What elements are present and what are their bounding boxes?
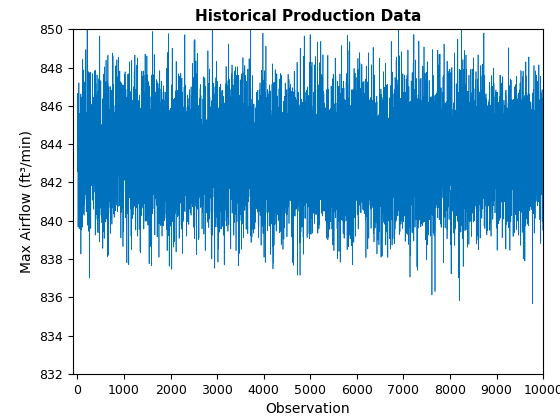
Y-axis label: Max Airflow (ft³/min): Max Airflow (ft³/min) (20, 130, 34, 273)
X-axis label: Observation: Observation (265, 402, 351, 416)
Title: Historical Production Data: Historical Production Data (195, 9, 421, 24)
